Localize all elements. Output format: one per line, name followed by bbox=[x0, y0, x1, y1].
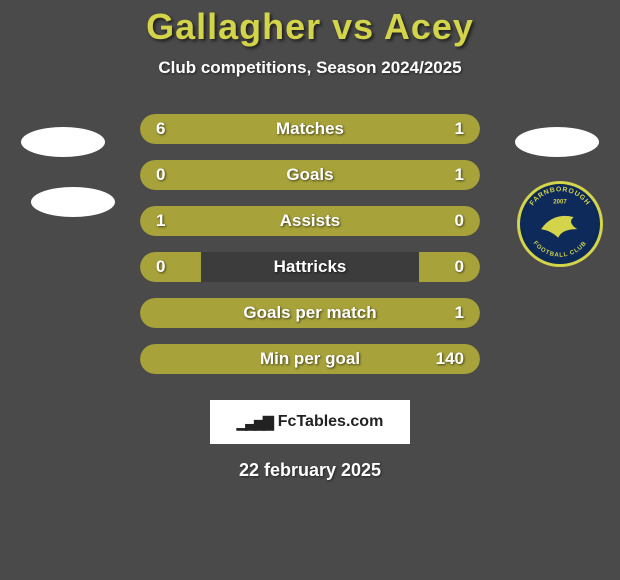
stat-value-right: 1 bbox=[455, 290, 464, 336]
stat-value-right: 0 bbox=[455, 244, 464, 290]
stat-bar-right bbox=[419, 206, 480, 236]
stat-bar-right bbox=[419, 252, 480, 282]
stat-row: 01Goals bbox=[0, 152, 620, 198]
stat-bar-left bbox=[140, 298, 201, 328]
stat-bar-left bbox=[140, 114, 432, 144]
stat-bar-left bbox=[140, 160, 201, 190]
stat-bar-track bbox=[140, 298, 480, 328]
stat-bar-track bbox=[140, 344, 480, 374]
stat-bar-left bbox=[140, 206, 419, 236]
stats-table: 61Matches01Goals10Assists00Hattricks1Goa… bbox=[0, 106, 620, 382]
stat-value-left: 6 bbox=[156, 106, 165, 152]
root-container: Gallagher vs Acey Club competitions, Sea… bbox=[0, 0, 620, 580]
stat-bar-right bbox=[201, 298, 480, 328]
stat-bar-track bbox=[140, 160, 480, 190]
stat-bar-track bbox=[140, 114, 480, 144]
stat-row: 00Hattricks bbox=[0, 244, 620, 290]
stat-row: 10Assists bbox=[0, 198, 620, 244]
stat-value-left: 0 bbox=[156, 152, 165, 198]
stat-value-left: 1 bbox=[156, 198, 165, 244]
stat-bar-left bbox=[140, 344, 201, 374]
stat-value-right: 1 bbox=[455, 152, 464, 198]
stat-value-left: 0 bbox=[156, 244, 165, 290]
date-label: 22 february 2025 bbox=[0, 460, 620, 481]
stat-value-right: 140 bbox=[436, 336, 464, 382]
stat-bar-track bbox=[140, 252, 480, 282]
stat-row: 140Min per goal bbox=[0, 336, 620, 382]
page-title: Gallagher vs Acey bbox=[0, 6, 620, 48]
stat-row: 61Matches bbox=[0, 106, 620, 152]
brand-box: ▁▃▅▇ FcTables.com bbox=[210, 400, 410, 444]
brand-bars-icon: ▁▃▅▇ bbox=[237, 414, 272, 431]
stat-bar-right bbox=[201, 160, 480, 190]
stat-row: 1Goals per match bbox=[0, 290, 620, 336]
stat-bar-track bbox=[140, 206, 480, 236]
stat-value-right: 0 bbox=[455, 198, 464, 244]
stat-bar-left bbox=[140, 252, 201, 282]
page-subtitle: Club competitions, Season 2024/2025 bbox=[0, 58, 620, 78]
brand-label: FcTables.com bbox=[278, 413, 384, 431]
stat-value-right: 1 bbox=[455, 106, 464, 152]
